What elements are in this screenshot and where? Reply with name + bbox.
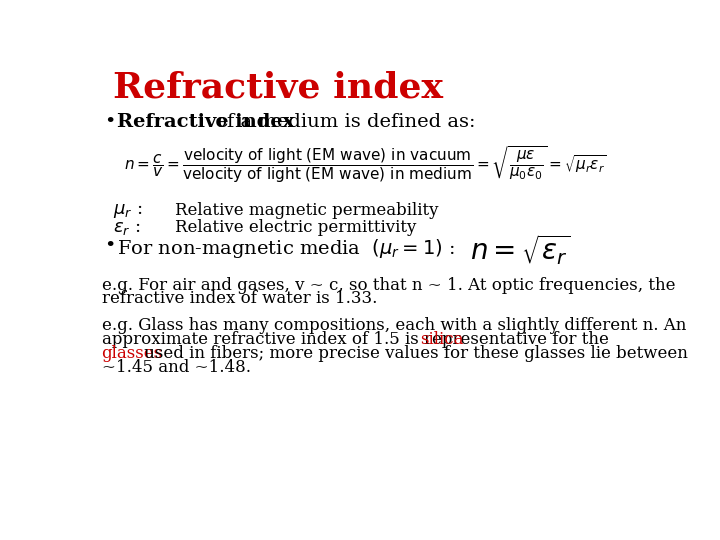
- Text: $n = \dfrac{c}{v} = \dfrac{\mathrm{velocity\ of\ light\ (EM\ wave)\ in\ vacuum}}: $n = \dfrac{c}{v} = \dfrac{\mathrm{veloc…: [124, 144, 606, 185]
- Text: For non-magnetic media  $(\mu_r = 1)$ :: For non-magnetic media $(\mu_r = 1)$ :: [117, 237, 455, 260]
- Text: of a medium is defined as:: of a medium is defined as:: [210, 112, 476, 131]
- Text: e.g. For air and gases, v ~ c, so that n ~ 1. At optic frequencies, the: e.g. For air and gases, v ~ c, so that n…: [102, 276, 675, 294]
- Text: •: •: [104, 112, 115, 131]
- Text: approximate refractive index of 1.5 is representative for the: approximate refractive index of 1.5 is r…: [102, 331, 613, 348]
- Text: •: •: [104, 237, 115, 255]
- Text: used in fibers; more precise values for these glasses lie between: used in fibers; more precise values for …: [139, 345, 688, 362]
- Text: $n = \sqrt{\varepsilon_r}$: $n = \sqrt{\varepsilon_r}$: [469, 233, 570, 267]
- Text: Refractive index: Refractive index: [117, 112, 294, 131]
- Text: refractive index of water is 1.33.: refractive index of water is 1.33.: [102, 291, 377, 307]
- Text: Relative electric permittivity: Relative electric permittivity: [175, 219, 417, 236]
- Text: glasses: glasses: [102, 345, 163, 362]
- Text: Relative magnetic permeability: Relative magnetic permeability: [175, 202, 438, 219]
- Text: ~1.45 and ~1.48.: ~1.45 and ~1.48.: [102, 359, 251, 376]
- Text: $\mu_r$ :: $\mu_r$ :: [113, 202, 143, 220]
- Text: Refractive index: Refractive index: [113, 71, 444, 105]
- Text: $\varepsilon_r$ :: $\varepsilon_r$ :: [113, 219, 140, 237]
- Text: silica: silica: [420, 331, 464, 348]
- Text: e.g. Glass has many compositions, each with a slightly different n. An: e.g. Glass has many compositions, each w…: [102, 318, 686, 334]
